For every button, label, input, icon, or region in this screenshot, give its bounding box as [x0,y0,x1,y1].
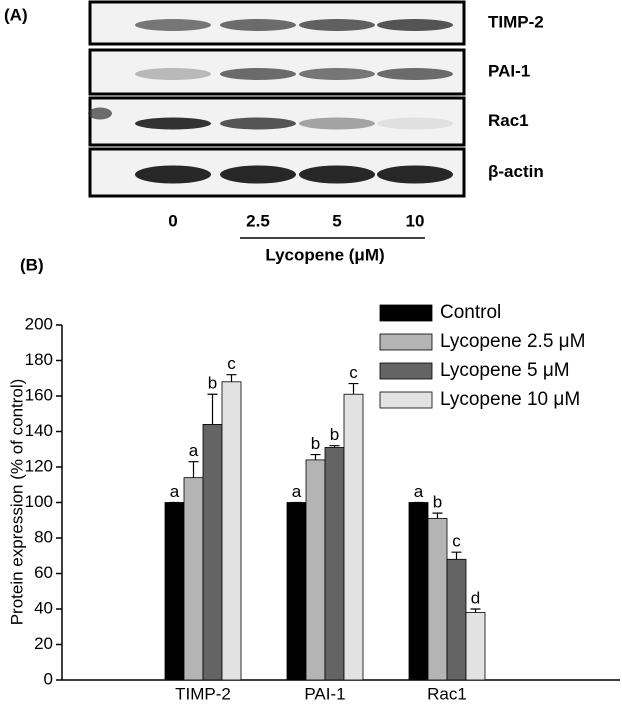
significance-label: b [433,493,442,512]
significance-label: a [170,482,180,501]
legend-label: Lycopene 10 μM [440,389,580,410]
protein-label: TIMP-2 [488,12,544,31]
legend-swatch [379,304,433,322]
bar [446,558,467,681]
y-axis-label: Protein expression (% of control) [7,379,26,626]
error-bar [188,461,199,478]
error-bar [310,453,321,460]
panel-label: (A) [4,5,28,24]
blot-x-label: Lycopene (μM) [265,245,384,264]
legend-label: Control [440,302,501,323]
blot-band [299,117,375,130]
y-tick-label: 80 [34,527,53,546]
blot-band [88,107,112,120]
significance-label: c [349,363,358,382]
blot-band [220,68,296,80]
legend-swatch [379,333,433,351]
bar [427,518,448,681]
legend-swatch [379,362,433,380]
blot [88,0,466,198]
lane-label: 2.5 [246,211,270,230]
y-tick-label: 160 [25,385,53,404]
error-bar [451,551,462,560]
significance-label: c [227,354,236,373]
y-tick-label: 40 [34,598,53,617]
y-tick-label: 60 [34,563,53,582]
y-tick-label: 120 [25,456,53,475]
blot-band [377,165,453,184]
y-tick-label: 0 [44,669,53,688]
y-tick-label: 200 [25,314,53,333]
bar [221,381,242,681]
x-tick-label: TIMP-2 [175,684,231,703]
significance-label: b [311,434,320,453]
significance-label: b [208,374,217,393]
bar [286,502,307,681]
significance-label: c [452,532,461,551]
bar [164,502,185,681]
error-bar [348,382,359,395]
blot-band [299,19,375,31]
blot-band [220,165,296,184]
bar [183,477,204,681]
legend-swatch [379,391,433,409]
y-tick-label: 100 [25,492,53,511]
significance-label: a [292,482,302,501]
lane-label: 10 [406,211,425,230]
blot-band [220,19,296,31]
blot-band [299,165,375,184]
error-bar [470,608,481,613]
significance-label: b [330,425,339,444]
blot-band [299,68,375,80]
blot-band [377,19,453,31]
bar [408,502,429,681]
significance-label: d [471,588,480,607]
protein-label: Rac1 [488,111,529,130]
bar [324,447,345,681]
significance-label: a [414,482,424,501]
blot-band [377,68,453,80]
bar [465,612,486,681]
significance-label: a [189,441,199,460]
error-bar [226,374,237,382]
y-tick-label: 20 [34,634,53,653]
blot-band [220,117,296,130]
blot-band [135,165,211,184]
x-tick-label: PAI-1 [304,684,345,703]
error-bar [329,445,340,448]
bar [202,423,223,681]
bar [305,459,326,681]
blot-band [377,117,453,130]
bar [343,393,364,681]
error-bar [207,393,218,425]
y-tick-label: 180 [25,350,53,369]
blot-band [135,68,211,80]
legend-label: Lycopene 2.5 μM [440,331,585,352]
y-tick-label: 140 [25,421,53,440]
protein-label: PAI-1 [488,61,530,80]
lane-label: 5 [332,211,341,230]
error-bar [432,512,443,519]
protein-label: β-actin [488,162,544,181]
legend-label: Lycopene 5 μM [440,360,570,381]
lane-label: 0 [168,211,177,230]
blot-band [135,117,211,130]
panel-label: (B) [20,255,44,274]
x-tick-label: Rac1 [427,684,467,703]
blot-band [135,19,211,31]
